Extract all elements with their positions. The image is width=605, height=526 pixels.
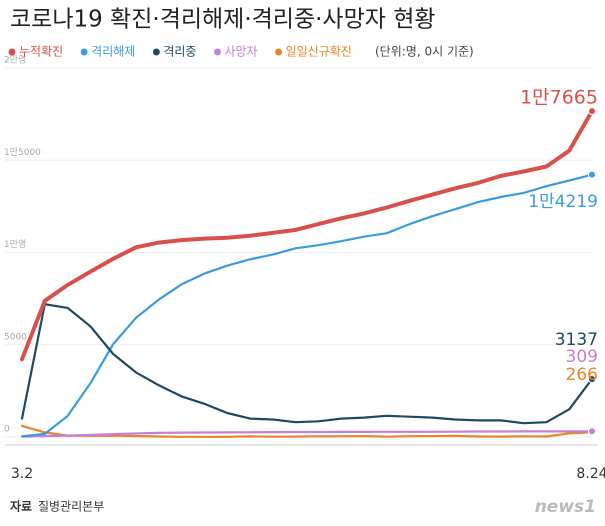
y-tick-label: 0 — [4, 425, 10, 435]
legend-label: 누적확진 — [19, 45, 63, 59]
y-tick-label: 1만명 — [4, 239, 26, 250]
chart-title: 코로나19 확진·격리해제·격리중·사망자 현황 — [10, 7, 436, 33]
y-tick-label: 1만5000 — [4, 147, 41, 158]
series-line — [20, 173, 594, 438]
source-label: 자료 — [10, 499, 32, 514]
legend-marker — [213, 48, 221, 56]
legend-label: 사망자 — [224, 45, 257, 59]
end-point — [588, 375, 596, 384]
end-label: 3137 — [555, 330, 598, 350]
x-tick-label: 3.2 — [11, 466, 33, 482]
end-label: 309 — [566, 347, 598, 367]
y-tick-label: 5000 — [4, 332, 27, 342]
end-label: 1만7665 — [520, 87, 598, 109]
unit-note: (단위:명, 0시 기준) — [375, 45, 474, 59]
end-label: 266 — [566, 365, 598, 385]
legend-label: 일일신규확진 — [286, 45, 352, 59]
series-line — [20, 109, 594, 362]
end-point — [588, 107, 596, 116]
legend-marker — [8, 48, 16, 56]
x-tick-label: 8.24 — [576, 466, 605, 482]
end-point — [588, 170, 596, 179]
end-label: 1만4219 — [528, 192, 598, 212]
series-line — [20, 430, 594, 438]
source: 질병관리본부 — [38, 500, 104, 514]
y-tick-label: 2만명 — [4, 55, 26, 66]
legend-label: 격리해제 — [91, 45, 135, 59]
legend-marker — [152, 48, 160, 56]
brand-logo: news1 — [535, 497, 596, 517]
legend-marker — [80, 48, 88, 56]
legend-marker — [275, 48, 283, 56]
legend-label: 격리중 — [163, 45, 196, 59]
series-line — [20, 303, 594, 425]
series-line — [20, 424, 594, 438]
end-point — [588, 427, 596, 436]
